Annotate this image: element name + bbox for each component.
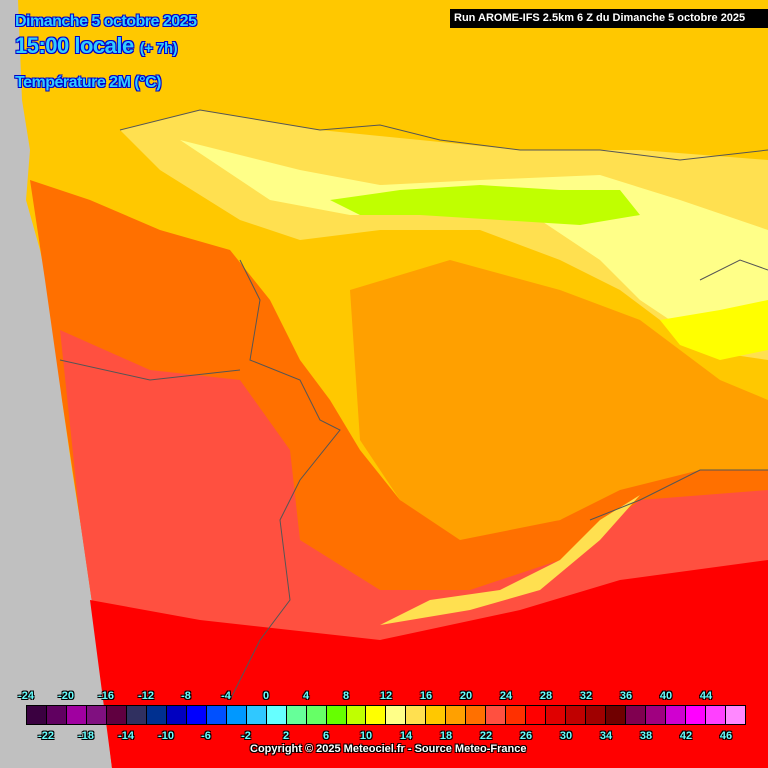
legend-swatch: [666, 706, 686, 724]
legend-label-bottom: 38: [639, 730, 653, 742]
legend-swatch: [226, 706, 247, 724]
legend-swatch: [366, 706, 387, 724]
legend-swatch: [146, 706, 167, 724]
zone-10: [330, 185, 640, 225]
legend-swatch: [27, 706, 47, 724]
legend-label-bottom: -18: [78, 730, 94, 742]
legend-label-top: -8: [181, 690, 191, 702]
legend-label-top: 40: [659, 690, 673, 702]
legend-label-bottom: 22: [479, 730, 493, 742]
local-time: 15:00 locale: [15, 33, 135, 59]
legend-swatch: [206, 706, 227, 724]
legend-swatch: [506, 706, 527, 724]
lead-time: (+ 7h): [139, 40, 178, 58]
legend-swatch: [725, 706, 745, 724]
forecast-date: Dimanche 5 octobre 2025: [14, 13, 197, 31]
legend-swatch: [646, 706, 666, 724]
legend-label-top: -12: [138, 690, 154, 702]
legend-swatch: [126, 706, 147, 724]
zone-16: [180, 140, 768, 340]
legend-swatch: [346, 706, 367, 724]
legend-swatch: [486, 706, 507, 724]
legend-label-bottom: 34: [599, 730, 613, 742]
parameter-title: Température 2M (°C): [15, 74, 162, 92]
legend-label-bottom: -2: [241, 730, 251, 742]
legend-label-top: 4: [302, 690, 310, 702]
legend-label-bottom: 42: [679, 730, 693, 742]
legend-label-top: 20: [459, 690, 473, 702]
legend-label-bottom: -22: [38, 730, 54, 742]
legend-swatch: [426, 706, 447, 724]
zone-12: [660, 300, 768, 360]
legend-label-top: 8: [342, 690, 350, 702]
legend-swatch: [246, 706, 267, 724]
legend-swatch: [66, 706, 87, 724]
legend-swatch: [306, 706, 327, 724]
legend-label-bottom: 46: [719, 730, 733, 742]
legend-label-bottom: 14: [399, 730, 413, 742]
legend-label-bottom: 26: [519, 730, 533, 742]
legend-swatch: [386, 706, 407, 724]
forecast-time: 15:00 locale (+ 7h): [15, 33, 179, 59]
legend-label-bottom: -6: [201, 730, 211, 742]
legend-label-bottom: 18: [439, 730, 453, 742]
sea-area: [0, 0, 112, 768]
legend-label-top: 16: [419, 690, 433, 702]
legend-label-top: 36: [619, 690, 633, 702]
legend-swatch: [586, 706, 607, 724]
legend-swatch: [566, 706, 587, 724]
run-info: Run AROME-IFS 2.5km 6 Z du Dimanche 5 oc…: [450, 9, 768, 28]
legend-label-bottom: 6: [322, 730, 330, 742]
legend-swatch: [166, 706, 187, 724]
legend-label-top: -16: [98, 690, 114, 702]
legend-label-top: 44: [699, 690, 713, 702]
legend-swatch: [46, 706, 67, 724]
legend-swatch: [86, 706, 107, 724]
legend-label-bottom: -10: [158, 730, 174, 742]
legend-label-top: 0: [262, 690, 270, 702]
legend-label-top: -24: [18, 690, 34, 702]
zone-18-south: [380, 495, 640, 625]
legend-label-top: 32: [579, 690, 593, 702]
copyright: Copyright © 2025 Meteociel.fr - Source M…: [250, 743, 527, 755]
legend-label-top: 24: [499, 690, 513, 702]
legend-label-top: -4: [221, 690, 231, 702]
legend-swatch: [326, 706, 347, 724]
zone-22: [350, 260, 768, 540]
legend-swatch: [286, 706, 307, 724]
legend-label-top: 28: [539, 690, 553, 702]
color-legend: [26, 705, 746, 725]
legend-label-bottom: 30: [559, 730, 573, 742]
borders: [59, 109, 768, 701]
legend-swatch: [266, 706, 287, 724]
legend-swatch: [626, 706, 647, 724]
legend-swatch: [546, 706, 567, 724]
legend-swatch: [705, 706, 726, 724]
legend-swatch: [106, 706, 127, 724]
legend-label-top: 12: [379, 690, 393, 702]
legend-swatch: [186, 706, 207, 724]
legend-swatch: [526, 706, 547, 724]
legend-label-top: -20: [58, 690, 74, 702]
legend-swatch: [466, 706, 487, 724]
legend-swatch: [406, 706, 427, 724]
legend-label-bottom: -14: [118, 730, 134, 742]
legend-swatch: [446, 706, 467, 724]
legend-label-bottom: 2: [282, 730, 290, 742]
legend-swatch: [685, 706, 706, 724]
legend-swatch: [606, 706, 627, 724]
legend-label-bottom: 10: [359, 730, 373, 742]
